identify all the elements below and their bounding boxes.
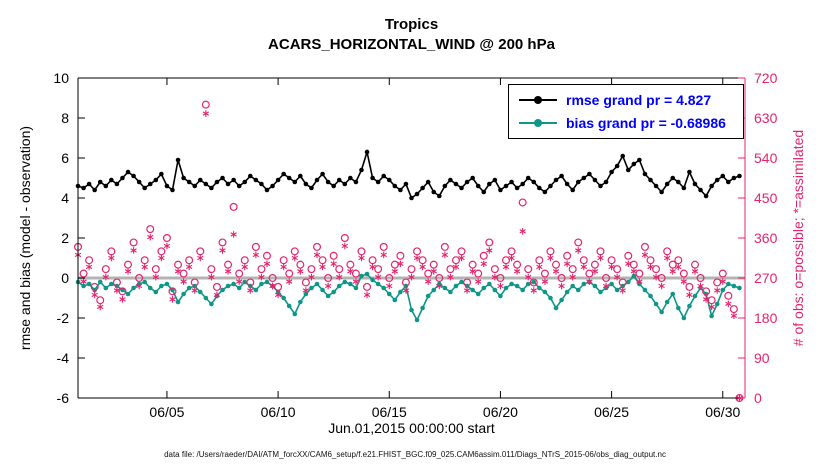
svg-text:630: 630 <box>754 110 778 126</box>
rmse-line-sample-icon <box>519 94 557 106</box>
svg-text:270: 270 <box>754 270 778 286</box>
svg-text:06/10: 06/10 <box>261 404 296 420</box>
svg-text:450: 450 <box>754 190 778 206</box>
svg-text:06/20: 06/20 <box>483 404 518 420</box>
svg-text:06/15: 06/15 <box>372 404 407 420</box>
svg-text:-4: -4 <box>57 350 70 366</box>
svg-text:540: 540 <box>754 150 778 166</box>
svg-text:720: 720 <box>754 70 778 86</box>
chart-subtitle: ACARS_HORIZONTAL_WIND @ 200 hPa <box>268 36 555 53</box>
legend-label-bias: bias grand pr = -0.68986 <box>566 115 726 131</box>
svg-text:06/30: 06/30 <box>705 404 740 420</box>
svg-text:360: 360 <box>754 230 778 246</box>
chart-title: Tropics <box>384 16 439 33</box>
legend-item-rmse: rmse grand pr = 4.827 <box>519 92 733 108</box>
svg-text:2: 2 <box>61 230 69 246</box>
legend-label-rmse: rmse grand pr = 4.827 <box>566 92 712 108</box>
svg-text:06/25: 06/25 <box>594 404 629 420</box>
x-axis-title: Jun.01,2015 00:00:00 start <box>328 420 495 436</box>
legend-item-bias: bias grand pr = -0.68986 <box>519 115 733 131</box>
legend: rmse grand pr = 4.827 bias grand pr = -0… <box>508 84 744 139</box>
svg-text:4: 4 <box>61 190 69 206</box>
svg-text:8: 8 <box>61 110 69 126</box>
svg-text:6: 6 <box>61 150 69 166</box>
svg-text:-6: -6 <box>57 390 70 406</box>
left-axis-title: rmse and bias (model - observation) <box>17 125 33 351</box>
data-file-caption: data file: /Users/raeder/DAI/ATM_forcXX/… <box>164 450 666 459</box>
svg-text:0: 0 <box>61 270 69 286</box>
right-axis-title: # of obs: o=possible; *=assimilated <box>790 129 806 347</box>
svg-text:0: 0 <box>754 390 762 406</box>
svg-text:06/05: 06/05 <box>149 404 184 420</box>
svg-text:180: 180 <box>754 310 778 326</box>
svg-text:10: 10 <box>53 70 69 86</box>
svg-text:-2: -2 <box>57 310 70 326</box>
bias-line-sample-icon <box>519 117 557 129</box>
svg-text:90: 90 <box>754 350 770 366</box>
